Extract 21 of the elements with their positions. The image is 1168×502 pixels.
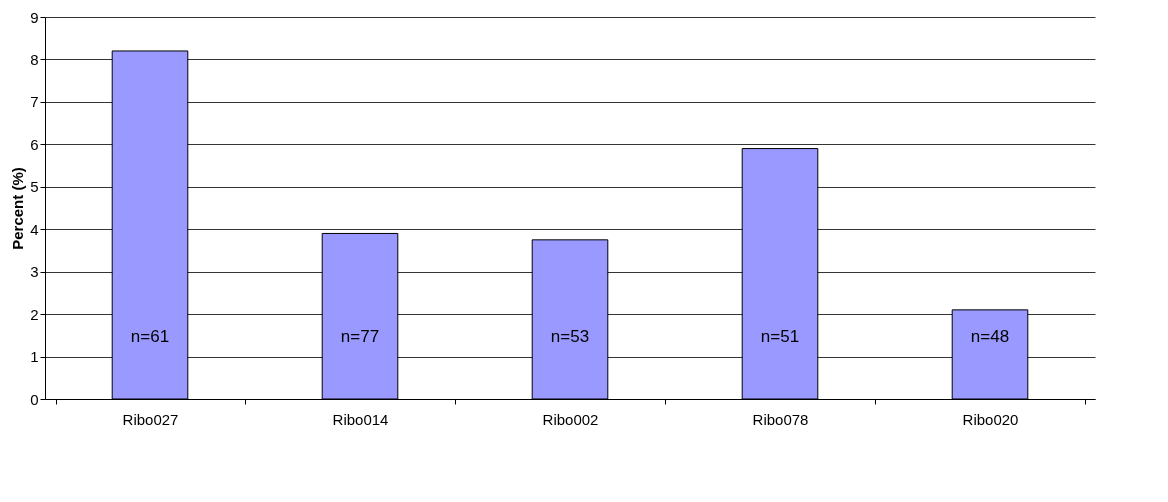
y-tick-label: 6 xyxy=(30,135,39,153)
y-tick-label: 7 xyxy=(30,93,39,111)
annotation: n=77 xyxy=(340,327,380,346)
y-tick-label: 4 xyxy=(30,220,39,238)
y-tick-label: 5 xyxy=(30,178,39,196)
x-tick-label: Ribo014 xyxy=(332,410,389,428)
x-tick-label: Ribo027 xyxy=(122,410,179,428)
x-tick-label: Ribo020 xyxy=(962,410,1019,428)
y-tick-label: 8 xyxy=(30,50,39,68)
x-tick-label: Ribo002 xyxy=(542,410,599,428)
annotation: n=61 xyxy=(130,327,170,346)
y-tick-label: 2 xyxy=(30,305,39,323)
y-tick-label: 1 xyxy=(30,348,39,366)
x-tick-label: Ribo078 xyxy=(752,410,809,428)
y-tick-label: 3 xyxy=(30,263,39,281)
y-tick-label: 9 xyxy=(30,8,39,26)
annotation: n=51 xyxy=(760,327,800,346)
annotation: n=53 xyxy=(550,327,590,346)
annotation: n=48 xyxy=(970,327,1010,346)
y-axis-title: Percent (%) xyxy=(9,167,27,250)
y-tick-label: 0 xyxy=(30,390,39,408)
